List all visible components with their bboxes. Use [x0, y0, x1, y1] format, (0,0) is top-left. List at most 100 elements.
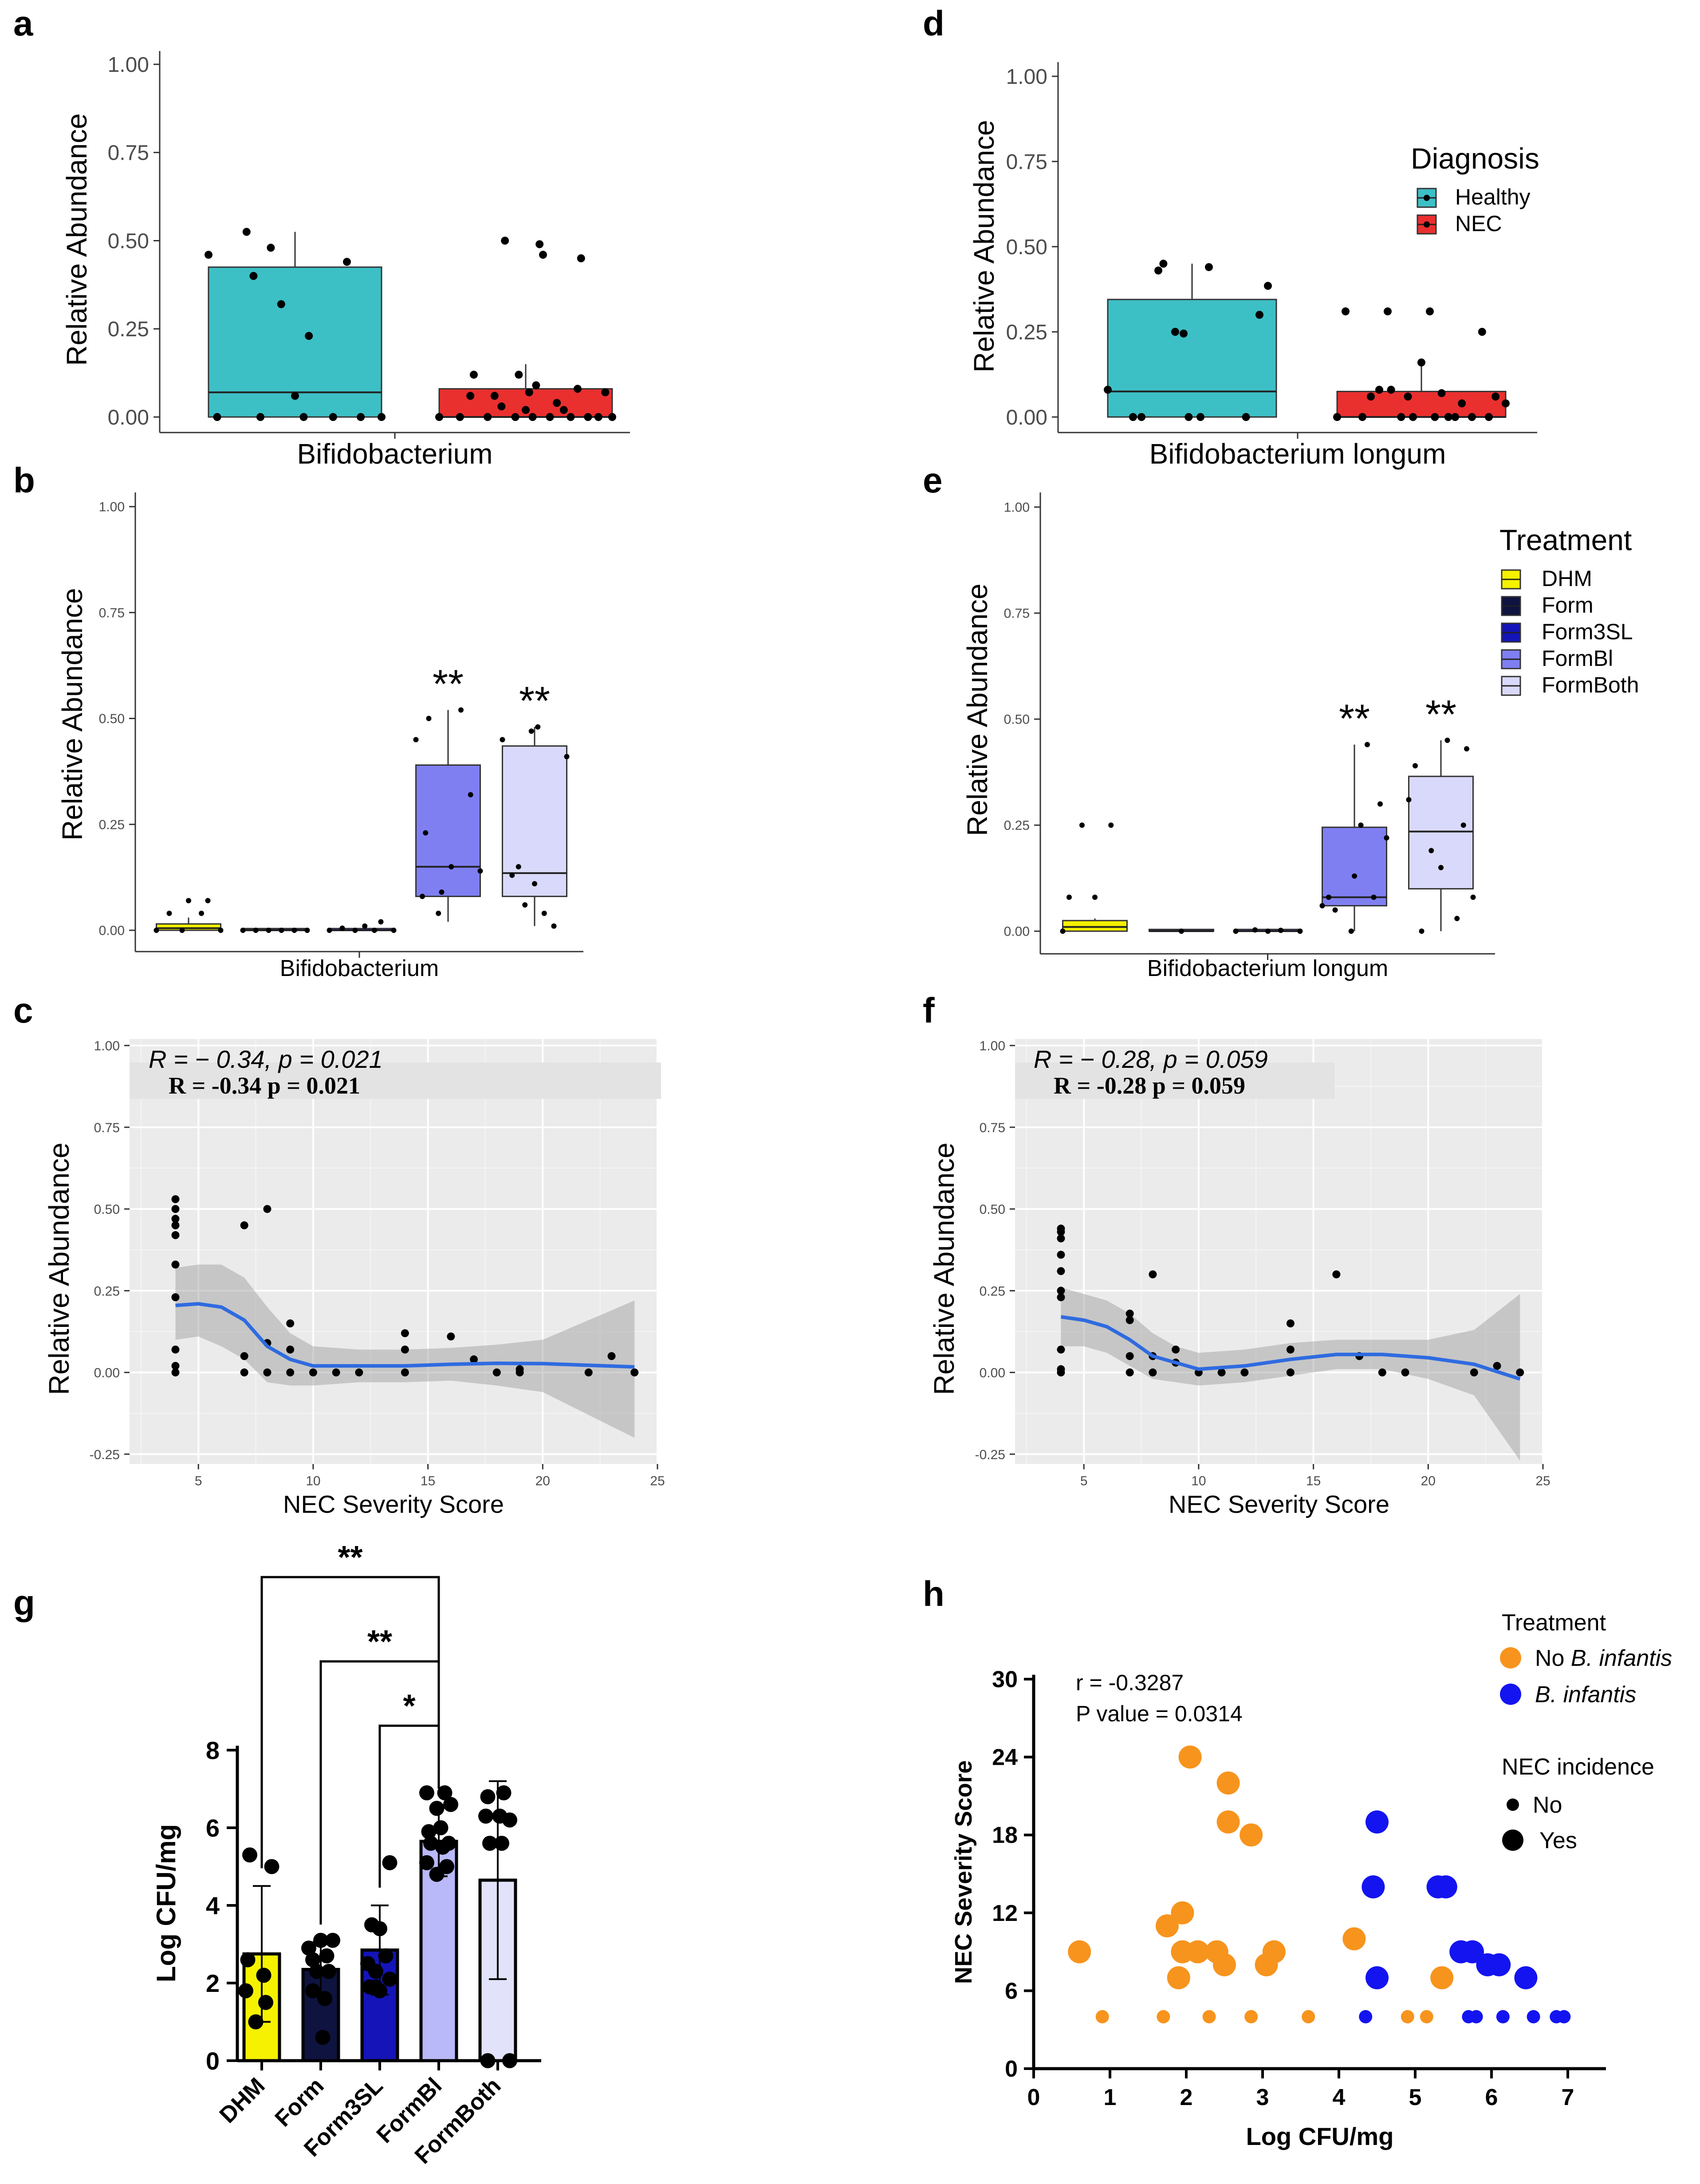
data-point-infantis — [1557, 2010, 1571, 2023]
data-point — [584, 1368, 593, 1377]
significance-bracket — [378, 1724, 440, 1888]
data-point — [240, 1352, 248, 1360]
panel-b-box-plot: 0.00 0.25 0.50 0.75 1.00 Relative Abundance Bi… — [56, 492, 583, 981]
stat-strip — [1015, 1062, 1334, 1099]
data-point — [494, 1836, 509, 1851]
data-point — [436, 910, 441, 916]
data-point-no-infantis — [1068, 1940, 1091, 1964]
significance-label: ** — [367, 1624, 392, 1660]
data-point-no-infantis — [1167, 1966, 1190, 1990]
legend-label: NEC — [1455, 211, 1502, 236]
panel-c-scatter-plot: 5 10 15 20 25 -0.25 0.00 0.25 0.50 0.75 1.00 R = − … — [43, 1039, 665, 1518]
data-point — [541, 910, 547, 916]
data-point — [608, 413, 616, 421]
data-point — [1060, 929, 1066, 934]
legend-marker — [1500, 1647, 1521, 1668]
plot-background — [1015, 1039, 1543, 1464]
legend-label: FormBoth — [1542, 673, 1639, 697]
data-point — [256, 413, 264, 421]
data-point — [1454, 916, 1460, 921]
data-point — [401, 1329, 409, 1338]
data-point — [1154, 266, 1162, 275]
data-point — [286, 1319, 295, 1328]
data-point — [339, 925, 345, 931]
data-point — [413, 737, 419, 743]
data-point — [528, 728, 534, 734]
data-point — [1286, 1319, 1295, 1328]
data-point — [1516, 1368, 1524, 1377]
data-point — [171, 1368, 180, 1377]
data-point — [1125, 1316, 1134, 1324]
data-point — [352, 928, 358, 933]
y-tick-label: 6 — [1005, 1978, 1018, 2004]
data-point — [1205, 263, 1213, 272]
data-point — [515, 370, 523, 379]
data-point — [1326, 894, 1331, 900]
box-formbl — [1322, 826, 1387, 907]
loess-fit-line — [1060, 1315, 1521, 1381]
box-dhm — [156, 923, 221, 931]
y-tick-label: 1.00 — [99, 500, 125, 515]
data-point — [1184, 413, 1193, 421]
data-point — [419, 1855, 434, 1870]
data-point — [382, 1855, 397, 1870]
data-point — [546, 413, 554, 421]
data-point — [1125, 1368, 1134, 1377]
data-point — [539, 251, 547, 259]
x-axis-label: Bifidobacterium longum — [1147, 956, 1388, 981]
data-point — [213, 413, 221, 421]
data-point — [435, 1839, 450, 1855]
data-point — [1451, 413, 1459, 421]
data-point-no-infantis — [1156, 1914, 1179, 1938]
y-tick-label: 0.00 — [1004, 925, 1030, 939]
data-point — [1057, 1293, 1065, 1302]
data-point — [240, 928, 246, 933]
data-point — [522, 406, 530, 414]
data-point — [372, 928, 377, 933]
y-tick-label: 6 — [206, 1814, 220, 1842]
y-axis-label: Relative Abundance — [43, 1142, 75, 1395]
data-point — [1233, 929, 1239, 934]
data-point — [357, 413, 365, 421]
legend-label: Form3SL — [1542, 619, 1633, 644]
data-point — [171, 1231, 180, 1240]
data-point — [1057, 1368, 1065, 1377]
stat-p: P value = 0.0314 — [1076, 1701, 1243, 1726]
data-point — [497, 402, 506, 411]
data-point — [482, 1836, 497, 1851]
data-point — [501, 236, 509, 245]
y-tick-label: 0.25 — [1004, 819, 1030, 833]
x-tick-label: 7 — [1562, 2085, 1574, 2110]
data-point — [171, 1362, 180, 1370]
data-point — [423, 830, 429, 836]
data-point — [249, 272, 258, 280]
y-tick-label: 0 — [1005, 2056, 1018, 2082]
y-tick-label: 0.25 — [1006, 321, 1047, 344]
data-point — [1240, 1368, 1249, 1377]
data-point — [291, 392, 299, 400]
y-tick-label: 0.00 — [99, 924, 125, 938]
data-point — [240, 1221, 248, 1230]
data-point — [437, 1785, 453, 1801]
x-tick-label: 15 — [1306, 1474, 1321, 1488]
data-point — [1319, 903, 1325, 909]
data-point — [309, 1964, 324, 1979]
data-point — [1333, 413, 1341, 421]
legend-label: DHM — [1542, 566, 1592, 591]
y-tick-label: 0.00 — [108, 406, 149, 429]
x-tick-label: 25 — [650, 1474, 665, 1488]
data-point — [1419, 929, 1425, 934]
data-point — [1332, 1270, 1341, 1279]
data-point — [313, 1932, 328, 1948]
y-axis-label: Relative Abundance — [961, 583, 993, 836]
legend-title: Diagnosis — [1411, 142, 1539, 175]
legend-label: Healthy — [1455, 185, 1531, 209]
data-point — [279, 928, 284, 933]
stat-text-bold: R = -0.28 p = 0.059 — [1054, 1072, 1245, 1099]
data-point — [564, 754, 570, 759]
data-point — [256, 1968, 272, 1983]
y-tick-label: 12 — [992, 1901, 1018, 1926]
data-point — [456, 413, 464, 421]
